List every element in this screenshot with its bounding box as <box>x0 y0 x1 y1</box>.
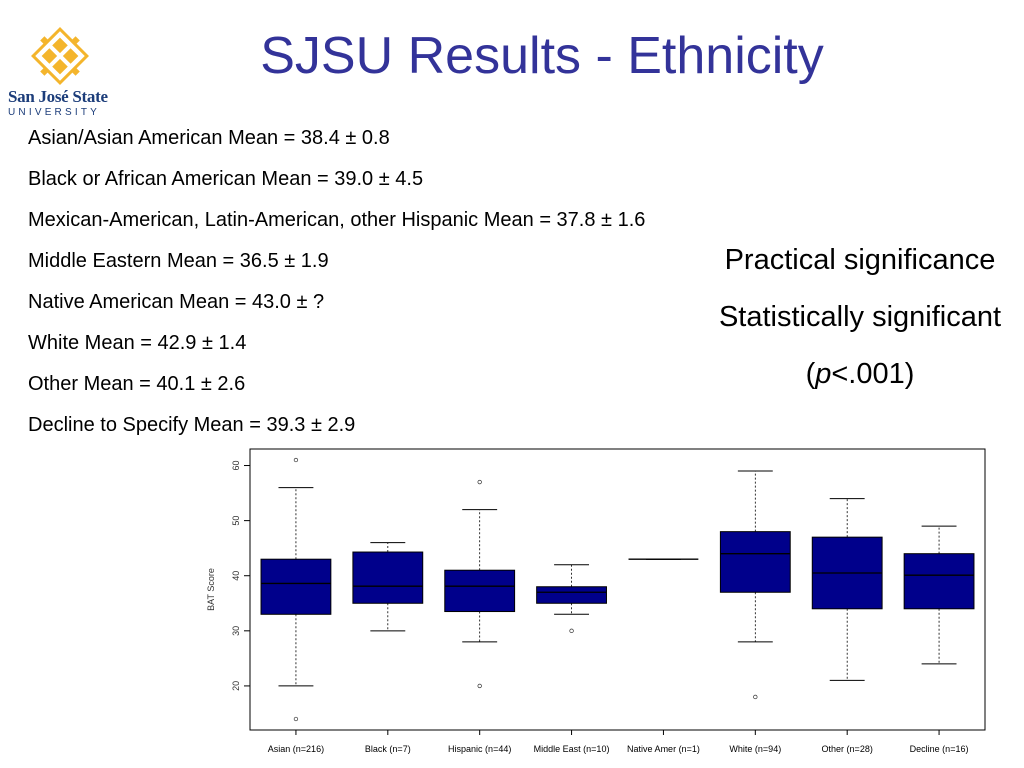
box <box>536 586 607 604</box>
y-tick-label: 20 <box>231 681 241 691</box>
stat-native-american: Native American Mean = 43.0 ± ? <box>28 291 325 313</box>
x-tick-label: Hispanic (n=44) <box>448 744 511 754</box>
p-open: ( <box>805 358 816 390</box>
box <box>352 551 424 604</box>
p-rest: <.001) <box>831 358 915 390</box>
logo-wordmark: San José State <box>8 87 108 106</box>
outlier-point <box>477 479 482 485</box>
stat-asian: Asian/Asian American Mean = 38.4 ± 0.8 <box>28 127 390 149</box>
stat-black: Black or African American Mean = 39.0 ± … <box>28 168 424 190</box>
statistical-significance: Statistically significant <box>718 301 1002 333</box>
x-tick-label: White (n=94) <box>729 744 781 754</box>
outlier-point <box>293 457 299 463</box>
p-value: (p<.001) <box>700 356 1020 413</box>
y-tick-label: 30 <box>231 626 241 636</box>
page-title: SJSU Results - Ethnicity <box>260 27 824 85</box>
p-symbol: p <box>815 358 832 390</box>
bat-score-boxplot: 20 30 40 50 60 BAT Score Asian (n=216) Black (n… <box>206 448 986 754</box>
x-tick-label: Other (n=28) <box>822 744 873 754</box>
x-tick-label: Native Amer (n=1) <box>627 744 700 754</box>
stat-decline: Decline to Specify Mean = 39.3 ± 2.9 <box>28 414 356 436</box>
x-tick-label: Decline (n=16) <box>910 744 969 754</box>
box <box>260 558 332 615</box>
x-tick-label: Asian (n=216) <box>268 744 324 754</box>
y-tick-label: 50 <box>231 516 241 526</box>
box <box>903 553 975 610</box>
practical-significance: Practical significance <box>724 244 996 276</box>
outlier-point <box>477 683 482 689</box>
stat-white: White Mean = 42.9 ± 1.4 <box>28 332 247 354</box>
logo-subtitle: UNIVERSITY <box>8 107 101 118</box>
stat-other: Other Mean = 40.1 ± 2.6 <box>28 373 246 395</box>
x-tick-label: Middle East (n=10) <box>534 744 610 754</box>
y-axis-label: BAT Score <box>206 568 216 611</box>
outlier-point <box>569 628 574 633</box>
outlier-point <box>753 694 758 700</box>
y-tick-label: 40 <box>231 571 241 581</box>
box <box>444 569 516 613</box>
ethnicity-means-list: Asian/Asian American Mean = 38.4 ± 0.8 B… <box>28 125 645 453</box>
box <box>719 531 791 593</box>
x-tick-label: Black (n=7) <box>365 744 411 754</box>
plot-frame <box>249 448 986 731</box>
outlier-point <box>293 716 299 722</box>
significance-notes: Practical significance Statistically sig… <box>700 242 1020 413</box>
y-tick-label: 60 <box>231 461 241 471</box>
stat-middle-eastern: Middle Eastern Mean = 36.5 ± 1.9 <box>28 250 329 272</box>
sjsu-logo <box>31 27 89 85</box>
stat-hispanic: Mexican-American, Latin-American, other … <box>28 209 646 231</box>
